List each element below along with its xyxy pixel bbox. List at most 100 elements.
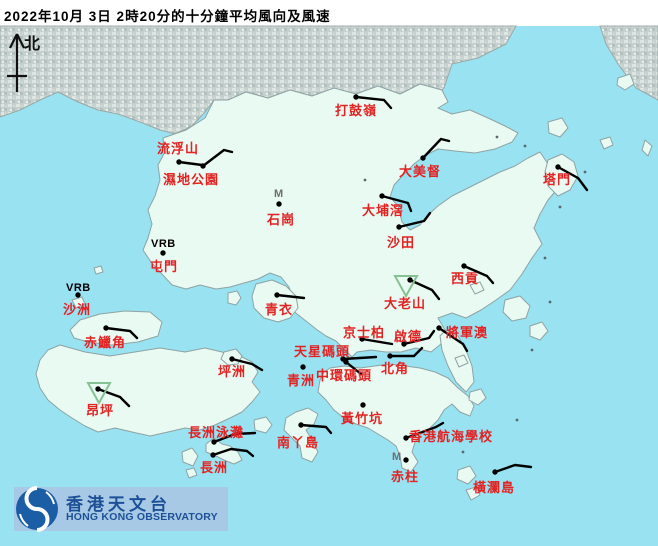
station-dot [359, 336, 365, 342]
wind-barb [344, 360, 363, 376]
soko-island [185, 467, 198, 479]
tap-mun-island [544, 153, 579, 197]
station-sha-tin [396, 211, 432, 230]
station-peng-chau [229, 356, 264, 372]
station-ta-kwu-ling [353, 94, 393, 110]
station-dot [300, 364, 306, 370]
station-dot [176, 159, 182, 165]
station-kings-park [359, 336, 394, 346]
station-wetland-park [200, 148, 234, 169]
tung-lung-island [468, 388, 487, 406]
wind-barb [556, 165, 589, 192]
wind-barb [212, 431, 257, 444]
north-arrow [7, 33, 27, 92]
station-dot [343, 359, 349, 365]
station-dot [353, 94, 359, 100]
station-dot [210, 452, 216, 458]
station-dot [360, 402, 366, 408]
sai-kung-island-2 [529, 321, 549, 341]
station-waglan-island [492, 463, 533, 475]
variable-wind-triangle-icon [86, 382, 112, 406]
wind-barb [408, 278, 441, 301]
station-dot [160, 250, 166, 256]
station-dot [420, 155, 426, 161]
station-green-island [300, 364, 306, 370]
station-dot [103, 325, 109, 331]
wind-barb [104, 326, 139, 340]
sai-kung-island-4 [454, 354, 469, 368]
station-cheung-chau [210, 447, 255, 458]
station-dot [403, 435, 409, 441]
station-dot [387, 353, 393, 359]
station-dot [396, 224, 402, 230]
station-tai-po-kau [379, 193, 413, 213]
hko-logo-icon [16, 486, 58, 532]
lung-kwu-chau-island [93, 265, 104, 275]
hko-logo-english: HONG KONG OBSERVATORY [66, 511, 218, 523]
station-tates-cairn [393, 275, 441, 301]
station-dot [95, 386, 101, 392]
station-tsing-yi [274, 292, 306, 300]
station-central-pier [343, 359, 363, 376]
shek-kwu-chau-island [181, 447, 199, 467]
station-tseung-kwan-o [436, 325, 469, 353]
hko-logo: 香港天文台 HONG KONG OBSERVATORY [14, 486, 228, 532]
wind-barb [437, 326, 469, 353]
hko-logo-chinese: 香港天文台 [66, 495, 171, 514]
wind-barb [397, 211, 432, 229]
station-dot [555, 164, 561, 170]
station-dot [407, 277, 413, 283]
wind-barb [201, 148, 234, 168]
station-dot [200, 163, 206, 169]
wind-barb [299, 423, 333, 435]
mirs-bay-island-2 [616, 73, 635, 91]
station-dot [298, 422, 304, 428]
rock-islets [363, 135, 587, 454]
station-dot [276, 201, 282, 207]
station-dot [436, 325, 442, 331]
airport-island [69, 310, 163, 346]
station-tai-mei-tuk [420, 137, 451, 161]
station-lau-fau-shan [176, 159, 204, 167]
station-ngong-ping [86, 382, 131, 408]
wind-barb [341, 355, 378, 361]
station-dot [461, 263, 467, 269]
hong-kong-island [317, 363, 475, 473]
mirs-bay-island-1 [547, 117, 569, 138]
lantau-island [35, 344, 261, 437]
station-shek-kong [276, 201, 282, 207]
station-dot [274, 292, 280, 298]
ma-wan-island [227, 290, 242, 306]
station-dot [492, 469, 498, 475]
station-wong-chuk-hang [360, 402, 366, 408]
mirs-bay-island-3 [599, 136, 614, 150]
sai-kung-island-3 [469, 281, 485, 295]
wind-barb [354, 95, 393, 110]
station-cheung-chau-beach [211, 431, 257, 445]
variable-wind-triangle-icon [393, 275, 419, 299]
station-stanley [403, 457, 409, 463]
hei-ling-chau-island [253, 416, 273, 434]
wind-barb [388, 346, 424, 358]
station-tuen-mun [160, 250, 166, 256]
wind-barb [360, 337, 394, 346]
station-dot [211, 439, 217, 445]
station-chek-lap-kok [103, 325, 139, 340]
sha-chau-island [71, 296, 86, 309]
station-sha-chau [75, 292, 81, 298]
wind-barb [380, 194, 413, 213]
page-title: 2022年10月 3日 2時20分的十分鐘平均風向及風速 [4, 9, 331, 24]
station-tap-mun [555, 164, 589, 192]
station-north-point [387, 346, 424, 359]
station-dot [403, 457, 409, 463]
wind-barb [404, 421, 445, 440]
wind-barb [230, 357, 264, 372]
station-dot [75, 292, 81, 298]
new-territories-kowloon [142, 83, 561, 358]
station-dot [229, 356, 235, 362]
wind-barb [177, 160, 204, 167]
wind-barb [211, 447, 255, 458]
station-sai-kung [461, 263, 495, 285]
